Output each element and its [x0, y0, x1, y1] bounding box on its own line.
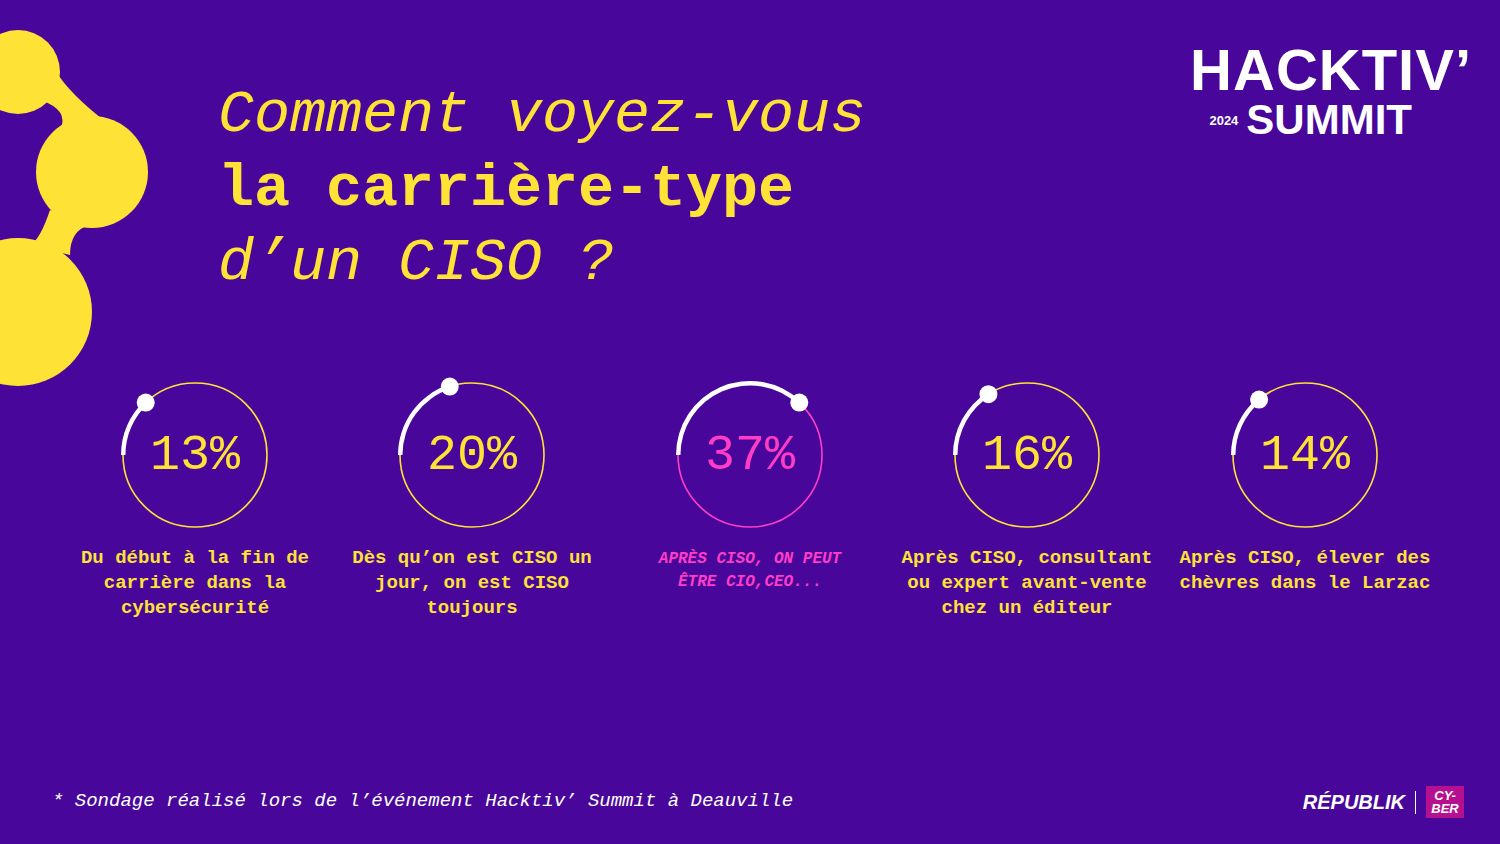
html-text:APRÈS CISO, ON PEUT ÊTRE CIO,C: APRÈS CISO, ON PEUT ÊTRE CIO,CEO...: [658, 550, 842, 591]
html-text:la carrière-type: la carrière-type: [218, 155, 795, 223]
html-text:CY-BER: CY-BER: [1431, 788, 1459, 816]
html-text:Après CISO, consultant ou expe: Après CISO, consultant ou expert avant-v…: [901, 547, 1153, 619]
svg-text:14%: 14%: [1260, 427, 1351, 484]
svg-text:20%: 20%: [427, 427, 518, 484]
html-text:d’un CISO ?: d’un CISO ?: [218, 229, 615, 297]
html-text:Du début à la fin de carrière: Du début à la fin de carrière dans la cy…: [81, 547, 309, 619]
html-text:Comment voyez-vous: Comment voyez-vous: [218, 81, 867, 149]
html-text:RÉPUBLIK: RÉPUBLIK: [1302, 790, 1405, 813]
html-text:SUMMIT: SUMMIT: [1246, 96, 1412, 143]
html-text:* Sondage réalisé lors de l’év: * Sondage réalisé lors de l’événement Ha…: [52, 790, 794, 812]
html-text:Dès qu’on est CISO un jour, on: Dès qu’on est CISO un jour, on est CISO …: [352, 547, 592, 619]
svg-text:16%: 16%: [982, 427, 1073, 484]
svg-text:37%: 37%: [705, 427, 796, 484]
html-text:Après CISO, élever des chèvres: Après CISO, élever des chèvres dans le L…: [1179, 547, 1431, 594]
html-text:2024: 2024: [1209, 112, 1239, 128]
html-text:HACKTIV’: HACKTIV’: [1190, 37, 1472, 102]
svg-text:13%: 13%: [150, 427, 241, 484]
